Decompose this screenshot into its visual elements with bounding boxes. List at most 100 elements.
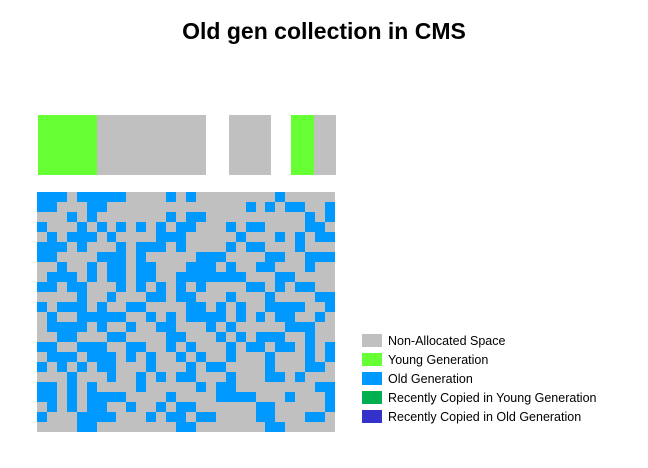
free-cell <box>235 362 246 372</box>
old-gen-cell <box>37 342 47 352</box>
free-cell <box>37 372 47 382</box>
free-cell <box>325 372 335 382</box>
old-gen-cell <box>225 372 236 382</box>
free-cell <box>96 372 107 382</box>
old-gen-cell <box>315 232 326 242</box>
old-gen-cell <box>37 192 47 202</box>
free-cell <box>315 262 326 272</box>
old-gen-cell <box>86 402 97 412</box>
legend-label: Recently Copied in Young Generation <box>388 390 597 405</box>
free-cell <box>146 202 157 212</box>
old-gen-cell <box>96 412 107 422</box>
old-gen-cell <box>166 332 177 342</box>
old-gen-cell <box>205 312 216 322</box>
free-cell <box>66 262 77 272</box>
free-cell <box>46 372 57 382</box>
free-cell <box>136 312 147 322</box>
free-cell <box>305 422 316 432</box>
free-cell <box>195 422 206 432</box>
free-cell <box>215 232 226 242</box>
free-cell <box>285 412 296 422</box>
free-cell <box>285 262 296 272</box>
old-gen-cell <box>66 332 77 342</box>
free-cell <box>205 302 216 312</box>
old-gen-cell <box>265 352 276 362</box>
young-allocated-segment <box>291 115 315 175</box>
free-cell <box>116 302 127 312</box>
free-cell <box>245 192 256 202</box>
free-cell <box>255 372 266 382</box>
old-gen-cell <box>325 252 335 262</box>
free-cell <box>275 362 286 372</box>
old-gen-cell <box>106 262 117 272</box>
free-cell <box>37 332 47 342</box>
free-cell <box>56 222 67 232</box>
old-gen-cell <box>116 242 127 252</box>
old-gen-cell <box>46 282 57 292</box>
legend: Non-Allocated Space Young Generation Old G… <box>362 331 642 426</box>
free-cell <box>156 392 167 402</box>
old-gen-cell <box>295 322 306 332</box>
free-cell <box>275 392 286 402</box>
old-gen-cell <box>96 222 107 232</box>
old-gen-cell <box>265 362 276 372</box>
old-gen-cell <box>66 322 77 332</box>
free-cell <box>265 392 276 402</box>
free-cell <box>275 222 286 232</box>
free-cell <box>255 302 266 312</box>
old-gen-cell <box>265 202 276 212</box>
free-cell <box>166 252 177 262</box>
old-gen-cell <box>96 202 107 212</box>
free-cell <box>136 412 147 422</box>
old-gen-cell <box>106 392 117 402</box>
old-gen-cell <box>205 362 216 372</box>
free-cell <box>56 312 67 322</box>
free-cell <box>285 192 296 202</box>
free-cell <box>116 322 127 332</box>
old-gen-cell <box>275 372 286 382</box>
free-cell <box>255 352 266 362</box>
old-gen-cell <box>325 202 335 212</box>
free-cell <box>205 402 216 412</box>
old-gen-cell <box>186 312 196 322</box>
old-gen-cell <box>195 252 206 262</box>
old-gen-cell <box>176 372 186 382</box>
free-cell <box>46 302 57 312</box>
free-cell <box>136 192 147 202</box>
free-cell <box>325 322 335 332</box>
free-cell <box>205 392 216 402</box>
old-gen-cell <box>136 342 147 352</box>
free-cell <box>255 382 266 392</box>
old-gen-cell <box>176 402 186 412</box>
free-cell <box>315 392 326 402</box>
old-gen-cell <box>116 222 127 232</box>
free-cell <box>215 342 226 352</box>
old-gen-cell <box>225 262 236 272</box>
free-cell <box>86 242 97 252</box>
free-cell <box>325 422 335 432</box>
old-gen-cell <box>86 312 97 322</box>
old-gen-cell <box>96 402 107 412</box>
free-cell <box>116 342 127 352</box>
free-cell <box>56 392 67 402</box>
old-gen-cell <box>66 212 77 222</box>
free-cell <box>245 292 256 302</box>
free-cell <box>176 302 186 312</box>
free-cell <box>315 192 326 202</box>
free-cell <box>225 212 236 222</box>
old-gen-cell <box>186 212 196 222</box>
old-gen-cell <box>86 422 97 432</box>
free-cell <box>205 352 216 362</box>
free-cell <box>116 202 127 212</box>
old-gen-cell <box>225 352 236 362</box>
old-gen-cell <box>106 362 117 372</box>
free-cell <box>96 422 107 432</box>
free-cell <box>195 242 206 252</box>
free-cell <box>305 292 316 302</box>
old-gen-cell <box>136 252 147 262</box>
free-cell <box>186 412 196 422</box>
old-gen-cell <box>325 302 335 312</box>
old-gen-cell <box>255 262 266 272</box>
free-cell <box>195 342 206 352</box>
old-gen-cell <box>315 292 326 302</box>
